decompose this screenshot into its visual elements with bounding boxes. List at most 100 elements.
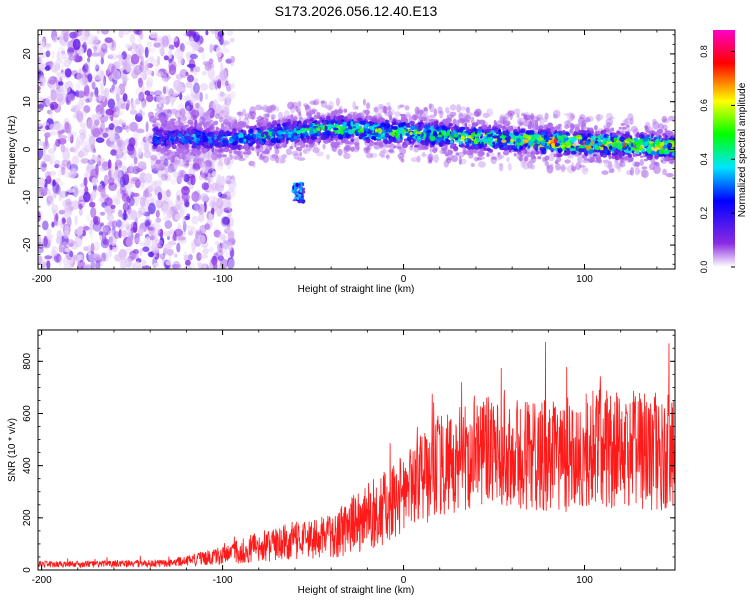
noise-cell <box>109 53 118 60</box>
band-cell <box>675 139 680 143</box>
band-cell <box>257 152 260 157</box>
noise-cell <box>42 221 49 231</box>
band-cell <box>501 127 507 131</box>
halo-cell <box>326 154 330 160</box>
noise-cell <box>175 199 179 206</box>
band-cell <box>617 142 621 146</box>
noise-cell <box>165 169 168 175</box>
halo-cell <box>383 106 387 114</box>
noise-cell <box>67 47 74 54</box>
noise-cell <box>225 226 232 231</box>
band-cell <box>406 133 410 136</box>
halo-cell <box>322 143 325 149</box>
band-cell <box>578 149 584 153</box>
band-cell <box>433 130 437 136</box>
halo-cell <box>221 110 225 113</box>
halo-cell <box>640 159 644 166</box>
band-cell <box>603 129 606 135</box>
band-cell <box>288 134 291 137</box>
band-cell <box>468 129 471 132</box>
band-cell <box>340 134 343 139</box>
noise-cell <box>222 217 230 225</box>
band-cell <box>159 138 165 142</box>
band-cell <box>526 136 531 139</box>
band-cell <box>290 146 294 149</box>
band-cell <box>477 133 482 137</box>
noise-cell <box>205 93 208 100</box>
halo-cell <box>219 116 223 122</box>
noise-cell <box>44 255 52 259</box>
band-cell <box>499 132 502 136</box>
halo-cell <box>405 105 410 110</box>
band-cell <box>392 132 395 137</box>
noise-cell <box>117 150 122 156</box>
band-cell <box>345 145 351 151</box>
band-cell <box>668 135 671 138</box>
band-cell <box>366 118 371 121</box>
noise-cell <box>103 239 108 245</box>
noise-cell <box>228 231 235 241</box>
feature-cell <box>300 199 303 202</box>
noise-cell <box>228 242 233 252</box>
noise-cell <box>138 92 144 102</box>
noise-cell <box>148 252 154 258</box>
band-cell <box>481 142 484 148</box>
band-cell <box>414 145 419 148</box>
band-cell <box>402 122 406 126</box>
noise-cell <box>102 252 109 262</box>
band-cell <box>374 132 379 137</box>
band-cell <box>464 145 469 148</box>
band-cell <box>305 144 308 147</box>
band-cell <box>474 144 480 150</box>
noise-cell <box>144 174 152 182</box>
noise-cell <box>91 190 96 200</box>
noise-cell <box>183 251 187 260</box>
band-cell <box>177 149 181 152</box>
noise-cell <box>52 182 59 194</box>
band-cell <box>297 142 300 145</box>
halo-cell <box>210 111 215 119</box>
band-cell <box>309 124 313 127</box>
noise-cell <box>39 103 44 111</box>
band-cell <box>264 150 270 154</box>
noise-cell <box>46 132 50 137</box>
band-cell <box>226 130 230 135</box>
noise-cell <box>100 212 105 216</box>
band-cell <box>221 123 224 129</box>
noise-cell <box>51 62 59 73</box>
band-cell <box>262 139 266 142</box>
band-cell <box>332 138 337 140</box>
halo-cell <box>510 113 513 120</box>
halo-cell <box>399 104 404 107</box>
noise-cell <box>152 221 160 231</box>
halo-cell <box>355 106 358 110</box>
noise-cell <box>131 177 139 182</box>
noise-cell <box>115 111 123 116</box>
halo-cell <box>383 144 389 147</box>
halo-cell <box>499 163 504 167</box>
halo-cell <box>658 123 664 130</box>
halo-cell <box>411 157 418 162</box>
band-cell <box>503 147 509 151</box>
band-cell <box>364 110 370 115</box>
band-cell <box>258 130 261 133</box>
band-cell <box>184 151 188 154</box>
halo-cell <box>237 111 243 115</box>
noise-cell <box>119 249 127 260</box>
band-cell <box>330 133 333 138</box>
band-cell <box>616 131 620 134</box>
band-cell <box>180 137 185 143</box>
band-cell <box>159 133 162 135</box>
band-cell <box>238 151 240 157</box>
band-cell <box>397 146 402 149</box>
halo-cell <box>156 159 161 164</box>
band-cell <box>601 135 604 138</box>
band-cell <box>497 135 500 140</box>
noise-cell <box>139 248 142 256</box>
noise-cell <box>127 231 132 236</box>
noise-cell <box>59 254 62 266</box>
noise-cell <box>186 214 190 218</box>
noise-cell <box>118 210 123 218</box>
halo-cell <box>662 116 668 122</box>
